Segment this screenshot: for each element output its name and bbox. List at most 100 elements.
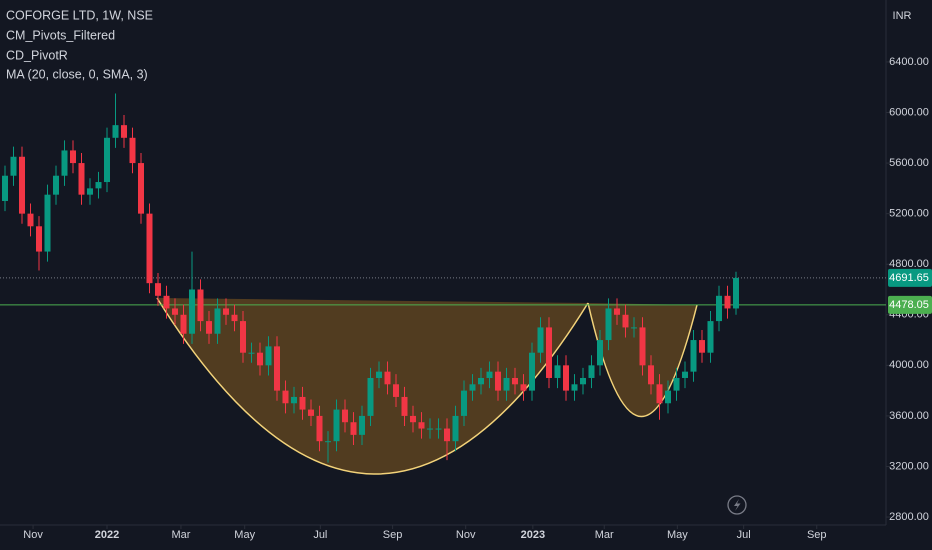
candle-body — [401, 396, 408, 416]
y-tick-label: 6400.00 — [889, 56, 929, 68]
y-tick-label: 4800.00 — [889, 258, 929, 270]
candle-body — [282, 390, 289, 404]
candle-body — [529, 352, 535, 391]
candle-body — [189, 289, 195, 334]
candle-body — [639, 327, 646, 366]
candle-body — [112, 125, 119, 138]
candle-body — [172, 308, 178, 315]
candle-body — [36, 226, 42, 252]
price-label-box — [888, 268, 932, 287]
candle-body — [393, 384, 399, 397]
candle-body — [605, 308, 612, 341]
x-tick-label: 2022 — [95, 529, 119, 541]
candle-body — [19, 156, 25, 214]
candle-body — [231, 314, 238, 322]
candle-body — [180, 314, 187, 334]
y-tick-label: 5600.00 — [889, 157, 929, 169]
y-tick-label: 3200.00 — [889, 460, 929, 472]
candle-body — [299, 396, 306, 410]
candle-body — [214, 308, 221, 334]
candle-body — [418, 422, 425, 429]
y-tick-label: 6000.00 — [889, 106, 929, 118]
candle-body — [461, 390, 467, 416]
candle-body — [95, 182, 102, 189]
price-label: 4691.65 — [889, 272, 929, 284]
candle-body — [240, 321, 246, 353]
candle-body — [444, 428, 450, 442]
candle-body — [342, 409, 348, 423]
indicator-label: CM_Pivots_Filtered — [6, 28, 115, 42]
candle-body — [325, 441, 331, 443]
candle-body — [316, 415, 323, 442]
candle-body — [733, 277, 739, 309]
candle-body — [78, 163, 85, 195]
candle-body — [384, 371, 391, 385]
candle-body — [70, 150, 76, 164]
candle-body — [163, 295, 170, 309]
indicator-label: MA (20, close, 0, SMA, 3) — [6, 67, 148, 81]
candle-body — [503, 377, 510, 391]
candle-body — [265, 346, 272, 366]
indicator-label: CD_PivotR — [6, 48, 68, 62]
candle-body — [274, 346, 280, 391]
candle-body — [716, 295, 722, 322]
candle-body — [121, 125, 127, 138]
candle-body — [197, 289, 204, 322]
candle-body — [614, 308, 620, 315]
candle-body — [146, 213, 153, 284]
candle-body — [622, 314, 629, 328]
alert-icon[interactable] — [727, 495, 747, 515]
candle-body — [537, 327, 544, 353]
candle-body — [648, 365, 654, 385]
candle-body — [223, 308, 229, 315]
x-tick-label: May — [234, 529, 255, 541]
candle-body — [631, 327, 637, 329]
candle-body — [435, 428, 442, 430]
y-tick-label: 4000.00 — [889, 359, 929, 371]
x-tick-label: Mar — [595, 529, 614, 541]
candle-body — [554, 365, 561, 378]
candle-body — [155, 283, 161, 296]
price-label: 4478.05 — [889, 299, 929, 311]
candle-body — [699, 340, 705, 353]
candle-body — [61, 150, 68, 176]
candle-body — [656, 384, 663, 404]
candle-body — [257, 352, 263, 366]
candle-body — [563, 365, 569, 391]
candle-body — [367, 377, 374, 416]
candle-body — [53, 175, 59, 195]
candle-body — [10, 156, 17, 176]
price-label-box — [888, 295, 932, 314]
x-tick-label: Sep — [383, 529, 403, 541]
candle-body — [520, 384, 527, 391]
y-tick-label: 5200.00 — [889, 208, 929, 220]
cup-curve — [156, 297, 589, 475]
candle-body — [580, 377, 586, 385]
candle-body — [707, 321, 714, 353]
candle-body — [2, 175, 8, 201]
candle-body — [308, 409, 314, 416]
y-tick-label: 2800.00 — [889, 511, 929, 523]
candle-body — [350, 422, 357, 435]
candle-body — [597, 340, 603, 366]
candle-body — [87, 188, 93, 195]
candle-body — [359, 415, 365, 435]
x-tick-label: Jul — [313, 529, 327, 541]
candle-body — [546, 327, 552, 378]
candle-body — [376, 371, 382, 378]
candle-body — [724, 295, 731, 309]
y-tick-label: 3600.00 — [889, 410, 929, 422]
candle-body — [27, 213, 34, 227]
candle-body — [452, 415, 459, 442]
chart-title: COFORGE LTD, 1W, NSE — [6, 8, 153, 22]
candle-body — [410, 415, 416, 423]
currency-label: INR — [893, 10, 912, 22]
candle-body — [248, 352, 255, 354]
candle-body — [44, 194, 51, 252]
x-tick-label: Mar — [171, 529, 190, 541]
candle-body — [333, 409, 340, 442]
candle-body — [665, 390, 671, 404]
x-tick-label: Jul — [737, 529, 751, 541]
